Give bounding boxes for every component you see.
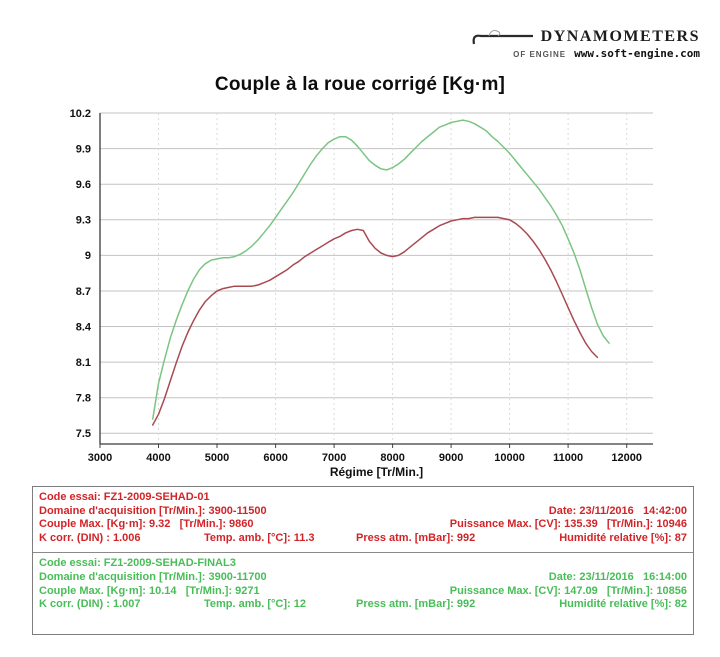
k-corr: K corr. (DIN) : 1.007 bbox=[39, 598, 141, 611]
dyno-sketch-icon bbox=[472, 30, 533, 45]
relative-humidity: Humidité relative [%]: 87 bbox=[559, 531, 687, 544]
y-tick-label: 8.7 bbox=[76, 286, 91, 298]
test-date: Date: 23/11/2016 16:14:00 bbox=[548, 570, 687, 583]
chart-area: 7.5 7.8 8.1 8.4 8.7 9 9.3 9.6 9.9 10.2 3000 4000 500… bbox=[25, 98, 675, 488]
test-result-green: Code essai: FZ1-2009-SEHAD-FINAL3 Domain… bbox=[33, 552, 693, 633]
y-tick-label: 8.4 bbox=[76, 321, 92, 333]
x-tick-label: 11000 bbox=[553, 452, 583, 464]
y-tick-label: 9.9 bbox=[76, 143, 91, 155]
torque-max: Couple Max. [Kg·m]: 10.14 [Tr/Min.]: 927… bbox=[39, 584, 260, 597]
x-tick-label: 5000 bbox=[205, 452, 229, 464]
soft-engine-logo: DYNAMOMETERS OF ENGINE www.soft-engine.c… bbox=[471, 28, 700, 60]
power-max: Puissance Max. [CV]: 147.09 [Tr/Min.]: 1… bbox=[449, 584, 687, 597]
logo-mark-text: OF ENGINE bbox=[513, 50, 567, 59]
x-tick-label: 6000 bbox=[263, 452, 287, 464]
curve-FZ1-2009-SEHAD-FINAL3 bbox=[151, 119, 610, 420]
chart-title: Couple à la roue corrigé [Kg·m] bbox=[214, 74, 506, 95]
x-axis-title: Régime [Tr/Min.] bbox=[330, 465, 423, 479]
atmospheric-pressure: Press atm. [mBar]: 992 bbox=[356, 531, 476, 544]
test-code: Code essai: FZ1-2009-SEHAD-FINAL3 bbox=[39, 557, 236, 570]
test-date: Date: 23/11/2016 14:42:00 bbox=[548, 504, 687, 517]
y-tick-label: 7.8 bbox=[76, 393, 91, 405]
brand-name: DYNAMOMETERS bbox=[540, 28, 700, 45]
x-tick-label: 9000 bbox=[439, 452, 463, 464]
torque-chart: 7.5 7.8 8.1 8.4 8.7 9 9.3 9.6 9.9 10.2 3000 4000 500… bbox=[70, 108, 653, 479]
test-code: Code essai: FZ1-2009-SEHAD-01 bbox=[39, 491, 210, 503]
x-tick-label: 10000 bbox=[494, 452, 525, 464]
x-tick-label: 8000 bbox=[380, 452, 404, 464]
x-tick-label: 12000 bbox=[611, 452, 642, 464]
y-tick-label: 10.2 bbox=[70, 108, 91, 120]
y-tick-label: 7.5 bbox=[76, 428, 91, 440]
ambient-temp: Temp. amb. [°C]: 12 bbox=[204, 598, 306, 611]
y-tick-label: 8.1 bbox=[76, 357, 91, 369]
acquisition-domain: Domaine d'acquisition [Tr/Min.]: 3900-11… bbox=[39, 504, 267, 517]
website-url: www.soft-engine.com bbox=[574, 47, 700, 60]
power-max: Puissance Max. [CV]: 135.39 [Tr/Min.]: 1… bbox=[449, 518, 687, 531]
y-tick-label: 9 bbox=[85, 250, 91, 262]
test-result-red: Code essai: FZ1-2009-SEHAD-01 Domaine d'… bbox=[33, 487, 693, 552]
torque-max: Couple Max. [Kg·m]: 9.32 [Tr/Min.]: 9860 bbox=[39, 518, 254, 531]
x-tick-label: 4000 bbox=[146, 452, 170, 464]
x-tick-label: 7000 bbox=[322, 452, 346, 464]
results-info-box: Code essai: FZ1-2009-SEHAD-01 Domaine d'… bbox=[32, 486, 694, 635]
ambient-temp: Temp. amb. [°C]: 11.3 bbox=[204, 531, 315, 544]
acquisition-domain: Domaine d'acquisition [Tr/Min.]: 3900-11… bbox=[39, 570, 267, 583]
curve-FZ1-2009-SEHAD-01 bbox=[151, 216, 599, 426]
k-corr: K corr. (DIN) : 1.006 bbox=[39, 531, 141, 544]
y-tick-label: 9.6 bbox=[76, 179, 91, 191]
x-tick-label: 3000 bbox=[88, 452, 112, 464]
y-tick-label: 9.3 bbox=[76, 215, 91, 227]
atmospheric-pressure: Press atm. [mBar]: 992 bbox=[356, 598, 476, 611]
relative-humidity: Humidité relative [%]: 82 bbox=[559, 598, 687, 611]
